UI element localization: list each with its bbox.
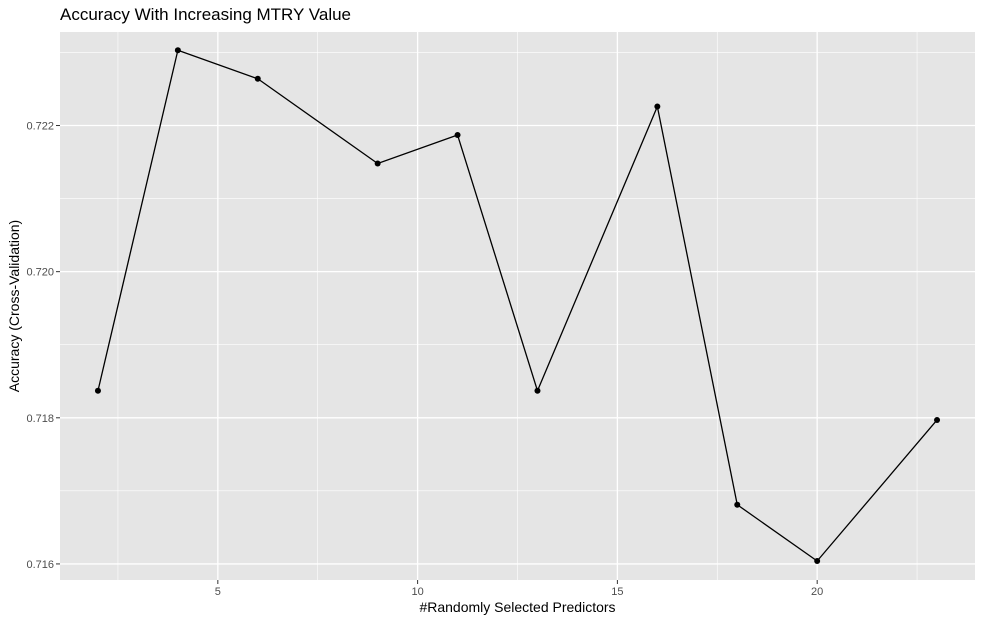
x-axis-label: #Randomly Selected Predictors: [419, 599, 615, 615]
data-point: [534, 387, 541, 394]
x-tick-label: 10: [411, 586, 423, 598]
data-point: [94, 387, 101, 394]
series-layer: [97, 49, 938, 562]
series-line: [97, 49, 938, 562]
y-axis-ticks: 0.716 0.718 0.720 0.722: [26, 121, 60, 571]
points-layer: [94, 47, 941, 565]
data-point: [654, 103, 661, 110]
data-point: [454, 132, 461, 139]
data-point: [934, 416, 941, 423]
data-point: [254, 75, 261, 82]
x-tick-label: 20: [811, 586, 823, 598]
data-point: [174, 47, 181, 54]
grid-major: [60, 32, 975, 580]
y-tick-label: 0.720: [26, 267, 54, 279]
y-tick-label: 0.718: [26, 413, 54, 425]
y-axis-label: Accuracy (Cross-Validation): [6, 220, 22, 392]
x-axis-ticks: 5 10 15 20: [215, 580, 823, 598]
x-tick-label: 5: [215, 586, 221, 598]
y-tick-label: 0.722: [26, 121, 54, 133]
grid-minor: [60, 32, 975, 580]
data-point: [374, 160, 381, 167]
x-tick-label: 15: [611, 586, 623, 598]
chart-title: Accuracy With Increasing MTRY Value: [60, 5, 351, 24]
y-tick-label: 0.716: [26, 559, 54, 571]
data-point: [814, 558, 821, 565]
data-point: [734, 501, 741, 508]
